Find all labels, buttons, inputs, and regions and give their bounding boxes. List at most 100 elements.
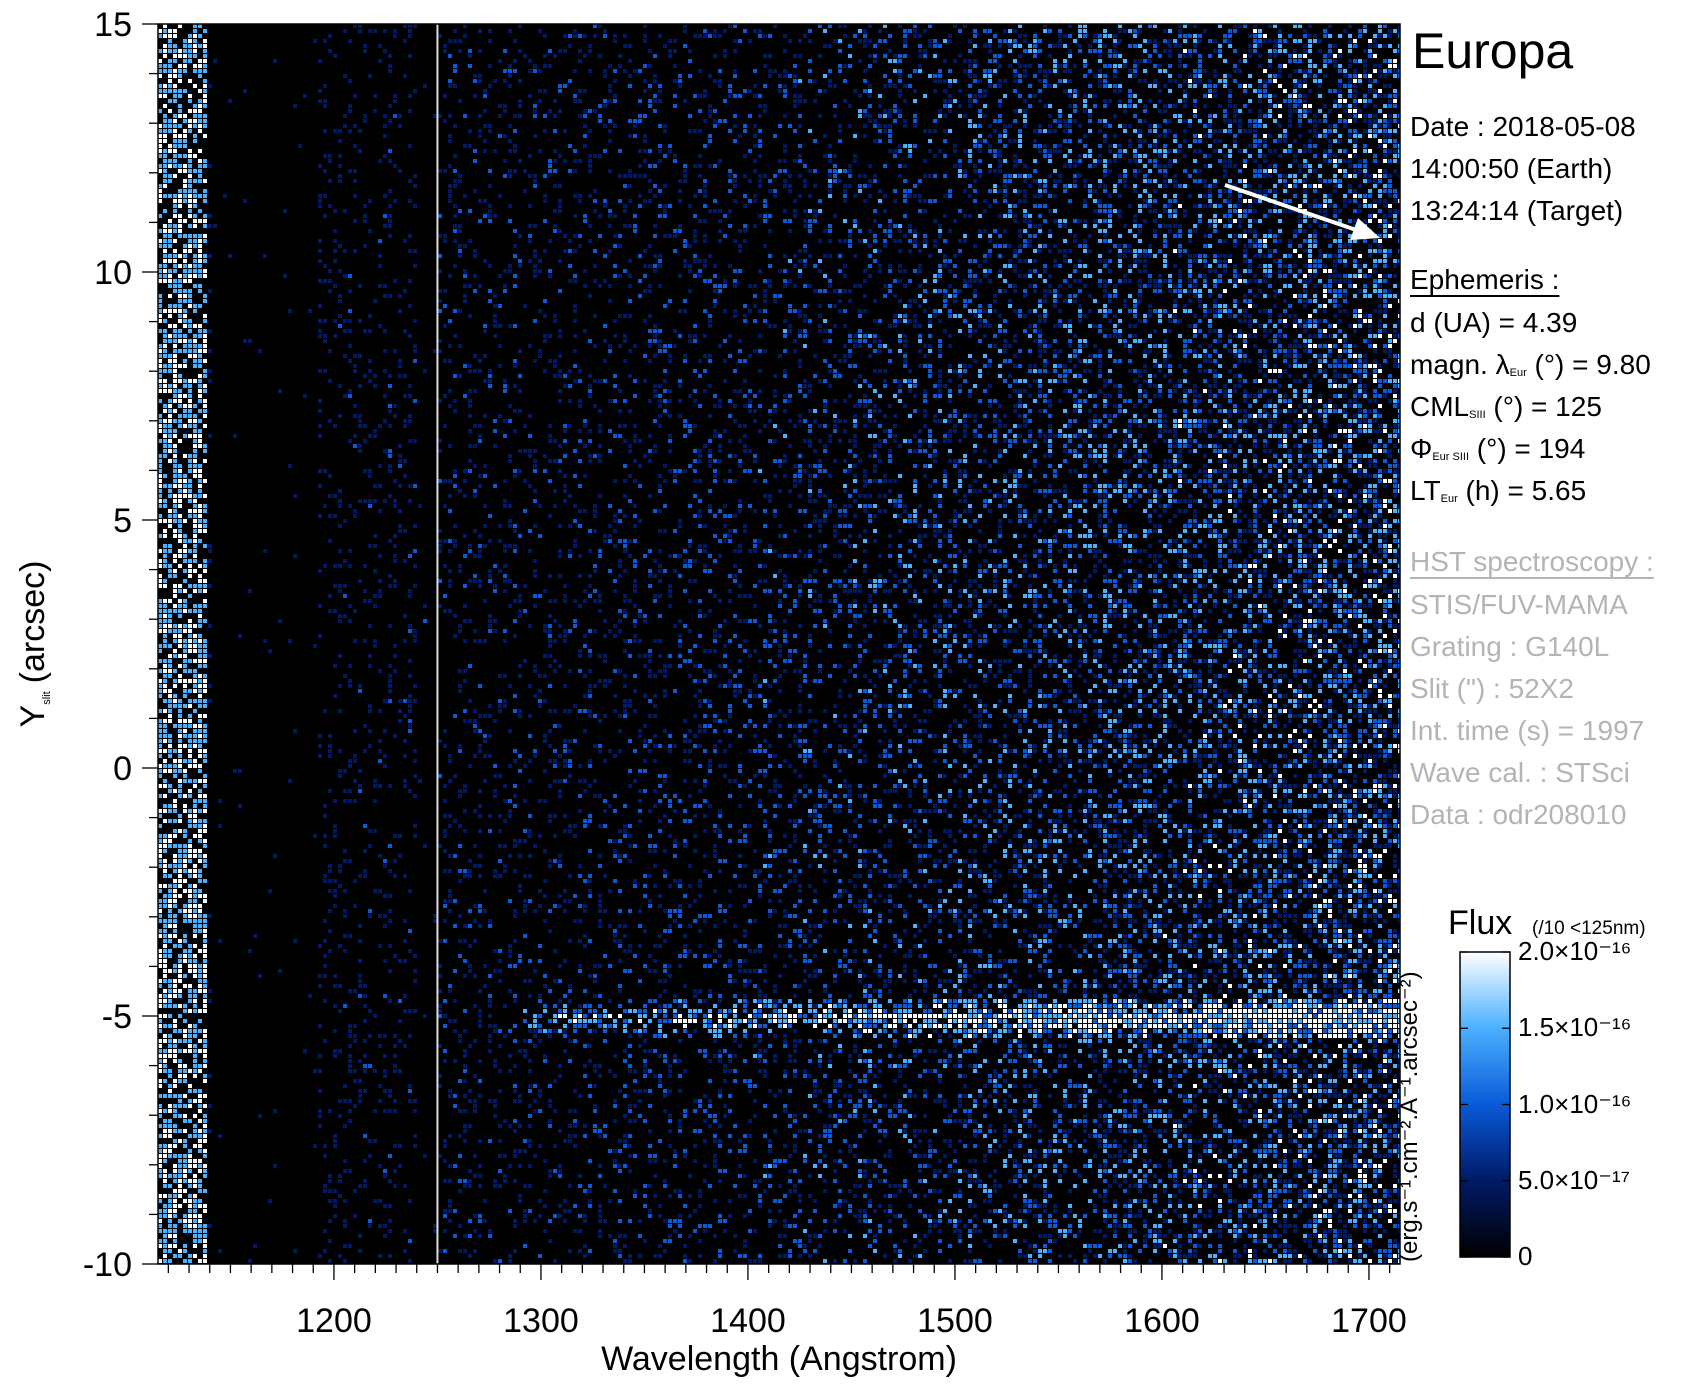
- heat-pixel: [1053, 179, 1057, 183]
- heat-pixel: [593, 249, 597, 253]
- heat-pixel: [1353, 284, 1357, 288]
- heat-pixel: [903, 359, 907, 363]
- heat-pixel: [1393, 89, 1397, 93]
- heat-pixel: [608, 119, 612, 123]
- heat-pixel: [993, 189, 997, 193]
- heat-pixel: [1358, 309, 1362, 313]
- heat-pixel: [988, 359, 992, 363]
- heat-pixel: [588, 159, 592, 163]
- heat-pixel: [888, 124, 892, 128]
- heat-pixel: [703, 354, 707, 358]
- heat-pixel: [963, 174, 967, 178]
- heat-pixel: [818, 199, 822, 203]
- heat-pixel: [1278, 259, 1282, 263]
- heat-pixel: [508, 174, 512, 178]
- heat-pixel: [463, 299, 467, 303]
- heat-pixel: [723, 119, 727, 123]
- heat-pixel: [478, 79, 482, 83]
- heat-pixel: [463, 144, 467, 148]
- heat-pixel: [1303, 29, 1307, 33]
- heat-pixel: [1388, 29, 1392, 33]
- heat-pixel: [1178, 64, 1182, 68]
- heat-pixel: [1258, 239, 1262, 243]
- heat-pixel: [988, 324, 992, 328]
- heat-pixel: [833, 214, 837, 218]
- heat-pixel: [188, 194, 192, 198]
- heat-pixel: [1018, 44, 1022, 48]
- heat-pixel: [1268, 99, 1272, 103]
- heat-pixel: [198, 289, 202, 293]
- heat-pixel: [1393, 154, 1397, 158]
- heat-pixel: [743, 154, 747, 158]
- heat-pixel: [1218, 339, 1222, 343]
- heat-pixel: [1333, 44, 1337, 48]
- heat-pixel: [1138, 254, 1142, 258]
- heat-pixel: [488, 264, 492, 268]
- heat-pixel: [588, 129, 592, 133]
- heat-pixel: [388, 234, 392, 238]
- heat-pixel: [1393, 274, 1397, 278]
- heat-pixel: [1058, 219, 1062, 223]
- heat-pixel: [583, 219, 587, 223]
- heat-pixel: [958, 169, 962, 173]
- heat-pixel: [453, 264, 457, 268]
- heat-pixel: [1363, 69, 1367, 73]
- heat-pixel: [1143, 204, 1147, 208]
- heat-pixel: [1023, 214, 1027, 218]
- heat-pixel: [1083, 154, 1087, 158]
- heat-pixel: [658, 214, 662, 218]
- heat-pixel: [1383, 184, 1387, 188]
- heat-pixel: [698, 154, 702, 158]
- heat-pixel: [533, 359, 537, 363]
- heat-pixel: [158, 89, 162, 93]
- heat-pixel: [178, 109, 182, 113]
- heat-pixel: [853, 284, 857, 288]
- heat-pixel: [1123, 244, 1127, 248]
- heat-pixel: [1193, 109, 1197, 113]
- heat-pixel: [1033, 194, 1037, 198]
- heat-pixel: [1233, 349, 1237, 353]
- heat-pixel: [1218, 334, 1222, 338]
- heat-pixel: [743, 304, 747, 308]
- heat-pixel: [973, 274, 977, 278]
- heat-pixel: [1013, 204, 1017, 208]
- heat-pixel: [588, 69, 592, 73]
- heat-pixel: [593, 344, 597, 348]
- heat-pixel: [663, 234, 667, 238]
- heat-pixel: [1343, 334, 1347, 338]
- heat-pixel: [1208, 204, 1212, 208]
- heat-pixel: [1028, 274, 1032, 278]
- heat-pixel: [628, 134, 632, 138]
- heat-pixel: [988, 169, 992, 173]
- heat-pixel: [1263, 134, 1267, 138]
- heat-pixel: [703, 34, 707, 38]
- heat-pixel: [1178, 44, 1182, 48]
- heat-pixel: [1333, 89, 1337, 93]
- heat-pixel: [603, 74, 607, 78]
- heat-pixel: [1193, 349, 1197, 353]
- heat-pixel: [808, 209, 812, 213]
- heat-pixel: [1208, 329, 1212, 333]
- heat-pixel: [1228, 34, 1232, 38]
- heat-pixel: [203, 89, 207, 93]
- heat-pixel: [1398, 74, 1400, 78]
- heat-pixel: [823, 29, 827, 33]
- heat-pixel: [1038, 79, 1042, 83]
- heat-pixel: [1203, 124, 1207, 128]
- heat-pixel: [163, 279, 167, 283]
- heat-pixel: [1103, 134, 1107, 138]
- heat-pixel: [753, 194, 757, 198]
- heat-pixel: [1383, 254, 1387, 258]
- heat-pixel: [1363, 274, 1367, 278]
- heat-pixel: [178, 94, 182, 98]
- heat-pixel: [793, 54, 797, 58]
- heat-pixel: [858, 114, 862, 118]
- heat-pixel: [1378, 44, 1382, 48]
- heat-pixel: [753, 69, 757, 73]
- heat-pixel: [188, 289, 192, 293]
- heat-pixel: [983, 269, 987, 273]
- heat-pixel: [1188, 269, 1192, 273]
- heat-pixel: [1263, 89, 1267, 93]
- heat-pixel: [1328, 109, 1332, 113]
- heat-pixel: [1183, 184, 1187, 188]
